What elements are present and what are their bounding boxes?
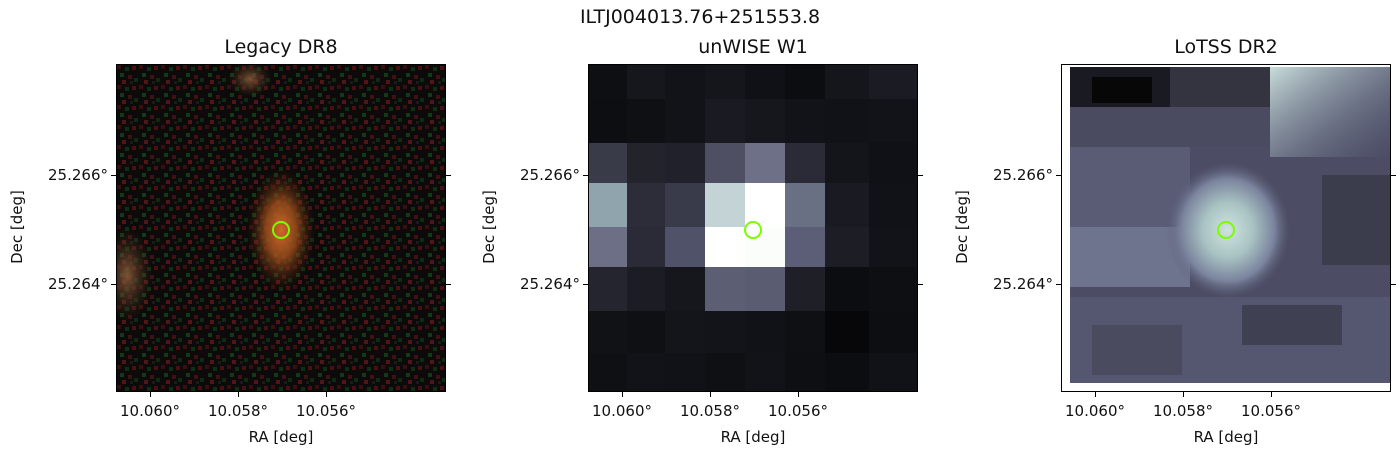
tick-mark [798,392,799,397]
tick-mark [1183,392,1184,397]
image-lotss [1061,64,1391,392]
y-axis-label-lotss: Dec [deg] [952,190,971,264]
tick-mark [150,392,151,397]
tick-mark [1271,392,1272,397]
x-axis-label-legacy: RA [deg] [248,428,314,446]
x-tick-label-legacy-3: 10.056° [296,402,356,420]
x-tick-label-legacy-2: 10.058° [208,402,268,420]
x-tick-label-unwise-2: 10.058° [680,402,740,420]
tick-mark [111,175,116,176]
x-tick-label-lotss-2: 10.058° [1153,402,1213,420]
x-tick-label-unwise-1: 10.060° [592,402,652,420]
tick-mark [1095,392,1096,397]
y-tick-label-legacy-2: 25.264° [48,275,108,293]
tick-mark [238,392,239,397]
tick-mark [1391,175,1396,176]
panel-title-legacy: Legacy DR8 [224,36,338,58]
y-tick-label-legacy-1: 25.266° [48,166,108,184]
figure-title: ILTJ004013.76+251553.8 [579,6,821,28]
source-marker-lotss-ring [1217,221,1235,239]
tick-mark [710,392,711,397]
tick-mark [583,175,588,176]
tick-mark [918,284,923,285]
tick-mark [918,175,923,176]
tick-mark [1056,175,1061,176]
source-marker-legacy-ring [272,221,290,239]
panel-title-lotss: LoTSS DR2 [1174,36,1278,58]
legacy-image-svg [117,65,445,391]
image-unwise [588,64,918,392]
panel-title-unwise: unWISE W1 [698,36,808,58]
tick-mark [326,392,327,397]
tick-mark [446,284,451,285]
x-tick-label-lotss-3: 10.056° [1241,402,1301,420]
x-tick-label-unwise-3: 10.056° [768,402,828,420]
y-tick-label-unwise-1: 25.266° [520,166,580,184]
x-axis-label-lotss: RA [deg] [1193,428,1259,446]
tick-mark [583,284,588,285]
tick-mark [622,392,623,397]
tick-mark [111,284,116,285]
image-legacy [116,64,446,392]
x-tick-label-legacy-1: 10.060° [120,402,180,420]
y-axis-label-legacy: Dec [deg] [7,190,26,264]
y-tick-label-lotss-1: 25.266° [993,166,1053,184]
x-axis-label-unwise: RA [deg] [720,428,786,446]
x-tick-label-lotss-1: 10.060° [1065,402,1125,420]
tick-mark [1056,284,1061,285]
unwise-image-svg [589,65,917,391]
tick-mark [1391,284,1396,285]
y-tick-label-unwise-2: 25.264° [520,275,580,293]
y-axis-label-unwise: Dec [deg] [479,190,498,264]
tick-mark [446,175,451,176]
y-tick-label-lotss-2: 25.264° [993,275,1053,293]
source-marker-unwise-ring [744,221,762,239]
